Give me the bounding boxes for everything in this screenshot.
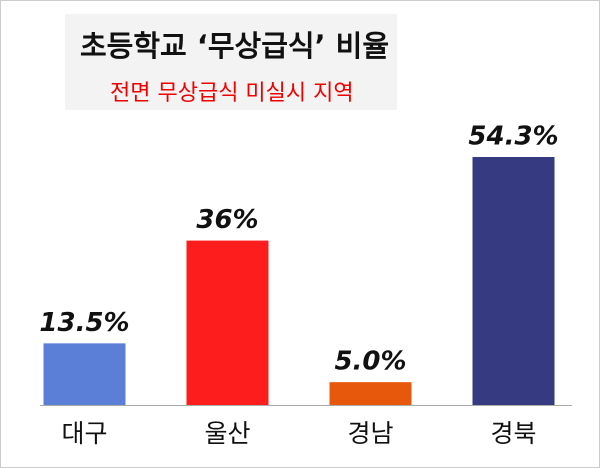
value-label: 36% [196, 205, 258, 235]
x-tick-label: 경북 [490, 419, 536, 448]
chart-title: 초등학교 ‘무상급식’ 비율 [80, 29, 389, 63]
bar [186, 240, 269, 405]
bar [472, 157, 555, 405]
value-label: 5.0% [334, 347, 406, 377]
x-tick-label: 대구 [61, 419, 107, 448]
value-label: 13.5% [39, 308, 129, 338]
bar [329, 382, 412, 405]
value-label: 54.3% [468, 122, 558, 152]
x-tick-label: 울산 [204, 419, 250, 448]
bar [43, 343, 126, 405]
x-tick-label: 경남 [347, 419, 393, 448]
chart-subtitle: 전면 무상급식 미실시 지역 [110, 81, 354, 106]
title-box [65, 14, 397, 110]
